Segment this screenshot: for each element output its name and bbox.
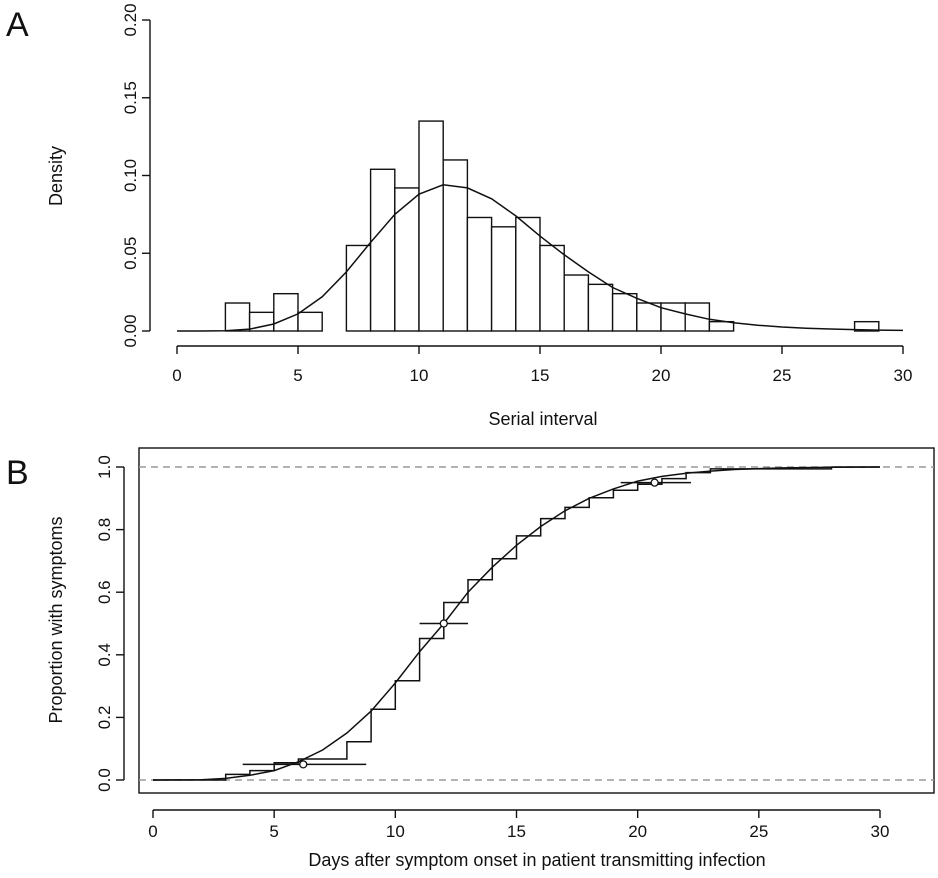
x-tick-label: 25: [773, 366, 792, 385]
y-tick-label: 0.00: [121, 314, 140, 347]
x-tick-label: 5: [269, 822, 278, 841]
panel-b-x-ticks: 0 5 10 15 20 25 30: [148, 810, 889, 841]
panel-a-letter: A: [6, 6, 29, 44]
histogram-bar: [490, 226, 517, 332]
x-tick-label: 0: [148, 822, 157, 841]
panel-b-y-axis-label: Proportion with symptoms: [46, 516, 66, 723]
histogram-bar: [394, 187, 420, 332]
y-tick-label: 0.05: [121, 237, 140, 270]
x-tick-label: 25: [749, 822, 768, 841]
histogram-bar: [273, 292, 299, 332]
histogram-bar: [224, 302, 251, 332]
y-tick-label: 0.20: [121, 3, 140, 36]
x-tick-label: 5: [293, 366, 302, 385]
histogram-bar: [563, 274, 590, 332]
quantile-point: [439, 619, 448, 628]
y-tick-label: 0.10: [121, 159, 140, 192]
panel-b: B 0.0 0.2 0.4 0.6 0.8 1.0 0 5 10 15 20 25 30 Propor…: [6, 447, 935, 870]
panel-a-histogram: [224, 120, 880, 332]
histogram-bar: [345, 244, 372, 332]
panel-b-quantile-markers: [242, 478, 691, 769]
histogram-bar: [611, 292, 638, 332]
histogram-bar: [466, 216, 493, 332]
panel-b-fit-curve: [152, 466, 881, 781]
x-tick-label: 0: [172, 366, 181, 385]
y-tick-label: 0.2: [95, 706, 114, 730]
panel-a-y-axis-label: Density: [46, 146, 66, 206]
histogram-bar: [708, 320, 735, 332]
panel-b-empirical-cdf: [153, 466, 880, 781]
panel-b-x-axis-label: Days after symptom onset in patient tran…: [308, 850, 765, 870]
histogram-bar: [660, 302, 686, 332]
y-tick-label: 0.0: [95, 768, 114, 792]
y-tick-label: 0.15: [121, 81, 140, 114]
panel-a: A 0.00 0.05 0.10 0.15 0.20 0 5 10 15 20 25 30 Dens…: [6, 3, 912, 429]
y-tick-label: 0.4: [95, 643, 114, 667]
quantile-point: [650, 478, 659, 487]
histogram-bar: [369, 168, 396, 332]
histogram-bar: [587, 283, 614, 332]
x-tick-label: 10: [386, 822, 405, 841]
histogram-bar: [418, 120, 444, 332]
histogram-bar: [539, 244, 565, 332]
x-tick-label: 15: [531, 366, 550, 385]
panel-b-plot-frame: [138, 447, 935, 794]
x-tick-label: 30: [894, 366, 913, 385]
histogram-bar: [853, 320, 880, 332]
histogram-bar: [442, 159, 469, 332]
y-tick-label: 0.8: [95, 518, 114, 542]
x-tick-label: 20: [628, 822, 647, 841]
histogram-bar: [297, 311, 323, 332]
panel-b-reference-lines: [139, 466, 934, 781]
panel-a-y-ticks: 0.00 0.05 0.10 0.15 0.20: [121, 3, 150, 348]
panel-b-letter: B: [6, 454, 29, 492]
panel-b-y-ticks: 0.0 0.2 0.4 0.6 0.8 1.0: [95, 455, 124, 792]
panel-a-fit-curve: [177, 184, 904, 332]
histogram-bar: [636, 302, 662, 332]
y-tick-label: 1.0: [95, 455, 114, 479]
x-tick-label: 10: [410, 366, 429, 385]
quantile-point: [299, 760, 308, 769]
x-tick-label: 20: [652, 366, 671, 385]
x-tick-label: 15: [507, 822, 526, 841]
x-tick-label: 30: [871, 822, 890, 841]
panel-a-x-axis-label: Serial interval: [488, 409, 597, 429]
panel-a-x-ticks: 0 5 10 15 20 25 30: [172, 346, 912, 385]
histogram-bar: [515, 216, 541, 332]
y-tick-label: 0.6: [95, 580, 114, 604]
